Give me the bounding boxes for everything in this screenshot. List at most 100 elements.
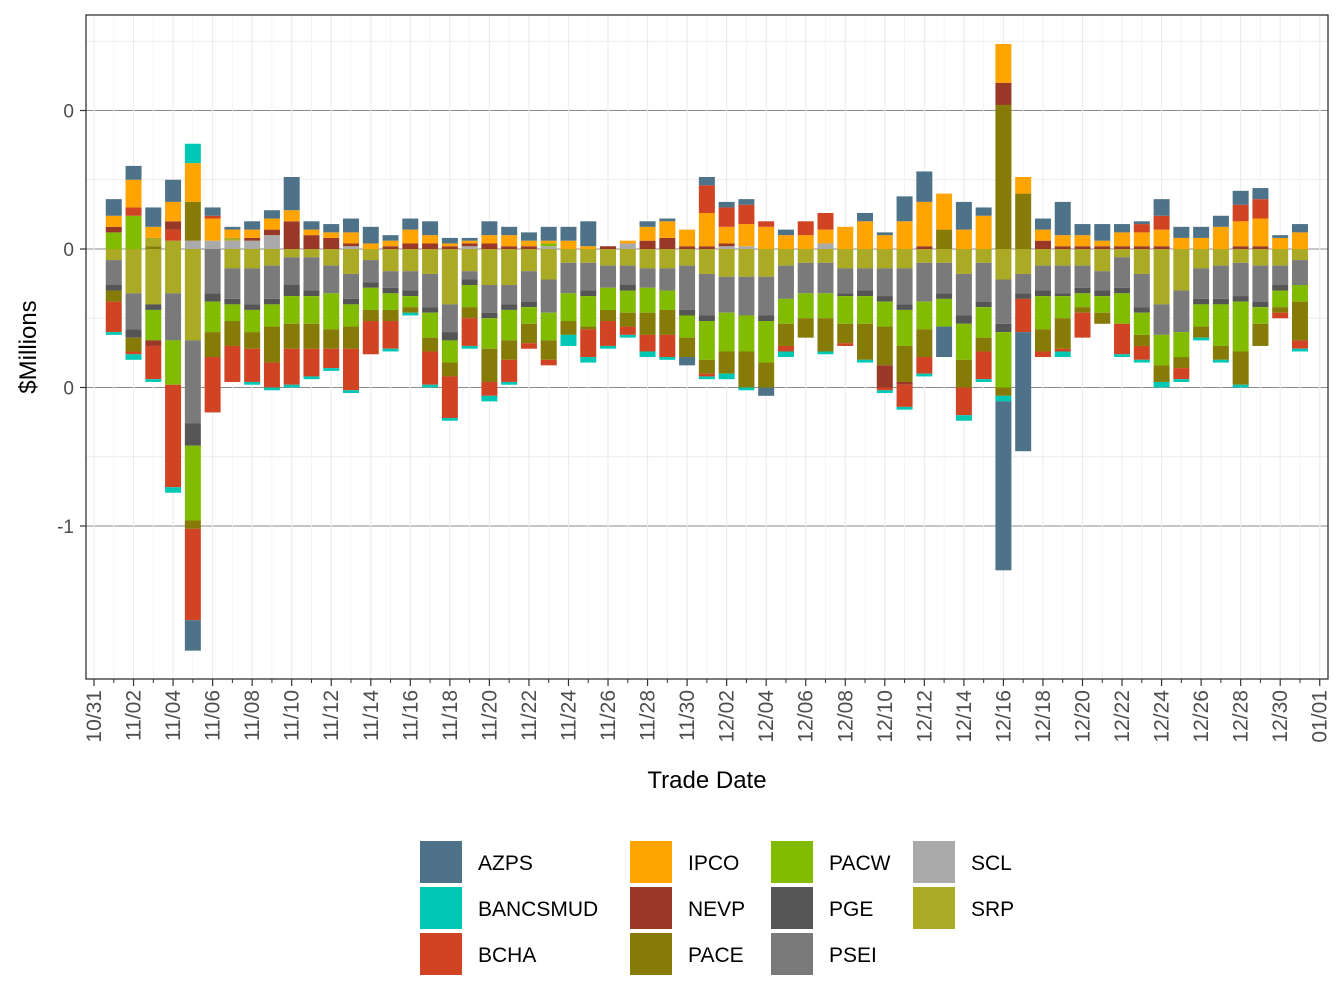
bar-segment-psei [679,265,696,310]
bar-segment-azps [857,212,874,222]
bar-segment-bancsmud [105,332,122,335]
bar-segment-pge [145,304,162,310]
bar-segment-psei [224,268,241,299]
legend-item-bancsmud: BANCSMUD [420,887,598,929]
bar-segment-pge [936,293,953,299]
bar-segment-scl [817,243,834,249]
bar-segment-nevp [1074,246,1091,249]
bar-segment-ipco [936,193,953,230]
bar-segment-pge [105,285,122,291]
bar-segment-pacw [1153,334,1170,366]
bar-segment-srp [1173,249,1190,291]
bar-segment-pacw [1291,285,1308,302]
bar-segment-pace [1173,357,1190,369]
bar-segment-nevp [896,381,913,385]
bar-segment-pacw [105,232,122,249]
bar-segment-psei [975,262,992,302]
bar-segment-psei [619,265,636,286]
bar-segment-bcha [520,343,537,349]
bar-segment-pace [263,326,280,363]
bar-segment-psei [1054,265,1071,294]
bar-segment-srp [1133,249,1150,274]
bar-segment-pacw [520,307,537,324]
bar-segment-bcha [876,387,893,391]
bar-segment-ipco [1252,218,1269,247]
bar-stack-12-08 [837,226,854,346]
bar-segment-pge [1272,285,1289,291]
bar-segment-azps [580,221,597,247]
x-axis: 10/31 11/02 11/04 11/06 11/08 11/10 11/12 11/14… [83,679,1332,743]
bar-stack-12-25 [1173,226,1190,382]
bar-stack-12-19 [1054,201,1071,358]
bar-segment-pge [1114,287,1131,294]
bar-stack-12-07 [817,212,834,355]
bar-segment-bancsmud [698,376,715,380]
y-tick-label: 0 [63,379,74,400]
bar-segment-bcha [698,185,715,213]
bar-segment-scl [184,240,201,249]
bar-segment-azps [975,207,992,216]
bar-segment-azps [659,218,676,222]
bar-stack-12-28 [1232,190,1249,388]
bar-segment-nevp [520,246,537,249]
bar-segment-azps [382,235,399,241]
bar-segment-bcha [184,528,201,621]
bar-segment-pacw [758,321,775,363]
bar-segment-srp [520,249,537,272]
bar-segment-pace [1193,326,1210,338]
bar-segment-pacw [283,296,300,324]
bar-segment-srp [224,237,241,241]
bar-segment-bcha [1272,312,1289,319]
bar-segment-pace [362,309,379,322]
bar-segment-azps [1291,224,1308,233]
bar-segment-psei [323,265,340,294]
bar-segment-azps [1133,221,1150,225]
bar-stack-12-21 [1094,224,1111,324]
bar-segment-bancsmud [975,379,992,382]
bar-segment-bancsmud [1133,359,1150,363]
bar-segment-azps [1232,190,1249,205]
bar-segment-pace [995,104,1012,250]
bar-segment-pace [817,318,834,352]
bar-segment-psei [303,257,320,291]
bar-segment-srp [145,249,162,305]
bar-segment-azps [323,224,340,233]
bar-stack-11-13 [343,218,360,394]
bar-segment-psei [165,293,182,341]
bar-segment-srp [1252,249,1269,266]
bar-segment-ipco [520,240,537,247]
bar-segment-azps [1034,218,1051,230]
x-tick-label: 12/14 [953,690,976,743]
bar-stack-12-26 [1193,226,1210,341]
bar-segment-nevp [105,226,122,233]
bar-segment-pacw [1173,332,1190,358]
bar-segment-srp [1193,249,1210,269]
bar-segment-pacw [1133,312,1150,335]
bar-stack-12-05 [777,229,794,358]
bar-segment-psei [995,279,1012,324]
bar-segment-pge [1094,290,1111,297]
bar-segment-bcha [204,357,221,413]
bar-segment-srp [1074,249,1091,266]
x-tick-label: 12/22 [1111,690,1134,743]
legend-item-srp: SRP [913,887,1014,929]
bar-segment-ipco [481,235,498,244]
bar-segment-nevp [263,229,280,236]
bar-stack-12-02 [718,201,735,380]
bar-segment-ipco [639,226,656,241]
bar-segment-ipco [323,232,340,238]
bar-segment-bcha [1133,224,1150,233]
bar-segment-nevp [1094,246,1111,249]
bar-segment-ipco [1114,232,1131,247]
bar-segment-psei [1193,268,1210,299]
bar-segment-pge [955,315,972,324]
bar-segment-ipco [461,240,478,244]
bar-segment-psei [382,271,399,288]
bar-segment-pace [125,337,142,352]
bar-segment-azps [184,620,201,651]
bar-segment-bcha [619,326,636,335]
bar-segment-pacw [1232,301,1249,352]
x-tick-label: 11/10 [281,690,304,741]
bar-segment-bcha [1054,348,1071,352]
bar-segment-pacw [382,293,399,310]
